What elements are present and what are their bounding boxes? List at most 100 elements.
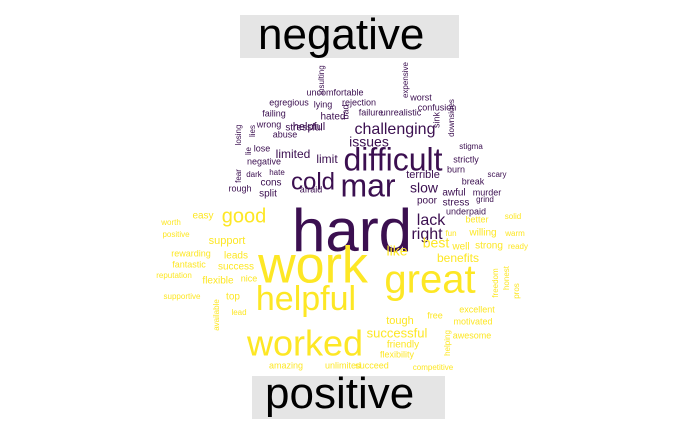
word-negative-confusion: confusion — [418, 102, 457, 112]
word-positive-top: top — [226, 292, 240, 303]
word-negative-cold: cold — [291, 168, 335, 195]
word-positive-willing: willing — [468, 228, 496, 239]
word-negative-uncomfortable: uncomfortable — [306, 87, 363, 97]
word-negative-issues: issues — [349, 134, 389, 150]
word-positive-flexibility: flexibility — [380, 349, 415, 359]
word-negative-hated: hated — [320, 112, 345, 123]
word-negative-right: right — [411, 226, 443, 243]
word-negative-murder: murder — [473, 187, 502, 197]
word-positive-friendly: friendly — [387, 340, 419, 351]
word-negative-strictly: strictly — [453, 154, 479, 164]
word-negative-split: split — [259, 189, 277, 200]
word-negative-insulting: insulting — [317, 65, 326, 94]
word-negative-poor: poor — [417, 196, 438, 207]
word-positive-motivated: motivated — [453, 316, 492, 326]
word-positive-worked: worked — [246, 323, 363, 364]
word-positive-available: available — [212, 299, 221, 331]
word-negative-stressful: stressful — [285, 123, 322, 134]
word-negative-downsides: downsides — [447, 99, 456, 137]
word-negative-stigma: stigma — [459, 142, 483, 151]
word-negative-worst: worst — [409, 92, 432, 102]
word-negative-limited: limited — [276, 147, 311, 161]
word-negative-fear: fear — [234, 169, 243, 183]
word-positive-work: work — [257, 237, 369, 295]
word-positive-helping: helping — [443, 330, 452, 356]
word-negative-rough: rough — [228, 183, 251, 193]
word-negative-hard: hard — [292, 197, 412, 264]
negative-label: negative — [258, 10, 425, 59]
word-positive-excellent: excellent — [459, 304, 495, 314]
word-positive-amazing: amazing — [269, 360, 303, 370]
word-negative-terrible: terrible — [406, 169, 440, 181]
word-positive-like: like — [386, 243, 407, 259]
word-negative-lies: lies — [248, 125, 257, 137]
word-positive-helpful: helpful — [256, 280, 356, 318]
word-negative-stress: stress — [443, 198, 470, 209]
word-positive-lead: lead — [231, 308, 246, 317]
word-negative-lying: lying — [314, 99, 333, 109]
word-positive-flexible: flexible — [202, 276, 234, 287]
word-positive-free: free — [427, 310, 443, 320]
word-positive-positive: positive — [162, 230, 190, 239]
word-positive-leads: leads — [224, 251, 248, 262]
word-negative-scary: scary — [487, 170, 506, 179]
word-positive-competitive: competitive — [413, 363, 454, 372]
word-positive-solid: solid — [505, 212, 521, 221]
word-positive-warm: warm — [504, 229, 525, 238]
word-negative-slow: slow — [410, 180, 439, 196]
word-positive-better: better — [465, 214, 488, 224]
word-negative-grind: grind — [476, 195, 494, 204]
word-negative-mar: mar — [340, 167, 395, 203]
word-negative-lose: lose — [254, 143, 271, 153]
word-positive-reputation: reputation — [156, 271, 192, 280]
word-positive-strong: strong — [475, 241, 503, 252]
word-positive-well: well — [451, 242, 469, 253]
word-positive-freedom: freedom — [491, 268, 500, 298]
word-negative-burn: burn — [447, 164, 465, 174]
word-negative-abuse: abuse — [273, 129, 298, 139]
word-negative-failure: failure — [359, 107, 384, 117]
word-positive-honest: honest — [502, 265, 511, 290]
word-positive-succeed: succeed — [355, 360, 389, 370]
word-positive-ready: ready — [508, 242, 528, 251]
word-negative-egregious: egregious — [269, 97, 309, 107]
word-negative-wrong: wrong — [256, 119, 282, 129]
word-positive-successful: successful — [367, 325, 428, 340]
word-negative-lack: lack — [417, 212, 446, 229]
word-negative-negative: negative — [247, 156, 281, 166]
word-negative-failing: failing — [262, 108, 286, 118]
word-negative-lie: lie — [244, 146, 253, 155]
word-negative-bad: bad — [340, 104, 350, 119]
word-positive-best: best — [423, 235, 450, 251]
word-positive-great: great — [384, 258, 475, 302]
word-negative-awful: awful — [442, 188, 465, 199]
word-positive-nice: nice — [241, 273, 258, 283]
positive-label-box — [252, 376, 445, 419]
word-negative-hate: hate — [269, 168, 285, 177]
word-positive-success: success — [218, 262, 254, 273]
word-negative-cons: cons — [260, 178, 281, 189]
word-positive-worth: worth — [160, 218, 181, 227]
word-negative-unrealistic: unrealistic — [381, 107, 422, 117]
word-positive-fun: fun — [445, 229, 456, 238]
negative-label-box — [240, 15, 459, 58]
word-positive-fantastic: fantastic — [172, 259, 206, 269]
word-negative-afraid: afraid — [300, 184, 323, 194]
word-negative-underpaid: underpaid — [446, 206, 486, 216]
word-positive-pros: pros — [512, 283, 521, 299]
word-negative-helpful: helpful — [293, 121, 325, 133]
word-positive-supportive: supportive — [164, 292, 201, 301]
word-negative-dark: dark — [246, 170, 263, 179]
word-positive-good: good — [222, 205, 267, 227]
word-positive-unlimited: unlimited — [325, 360, 361, 370]
word-positive-awesome: awesome — [453, 330, 492, 340]
word-negative-break: break — [462, 176, 485, 186]
word-positive-support: support — [209, 235, 246, 247]
word-negative-losing: losing — [234, 125, 243, 146]
word-negative-rejection: rejection — [342, 97, 376, 107]
word-negative-expensive: expensive — [401, 61, 410, 98]
word-negative-limit: limit — [316, 152, 338, 166]
word-negative-challenging: challenging — [355, 121, 436, 138]
word-positive-benefits: benefits — [437, 251, 479, 265]
